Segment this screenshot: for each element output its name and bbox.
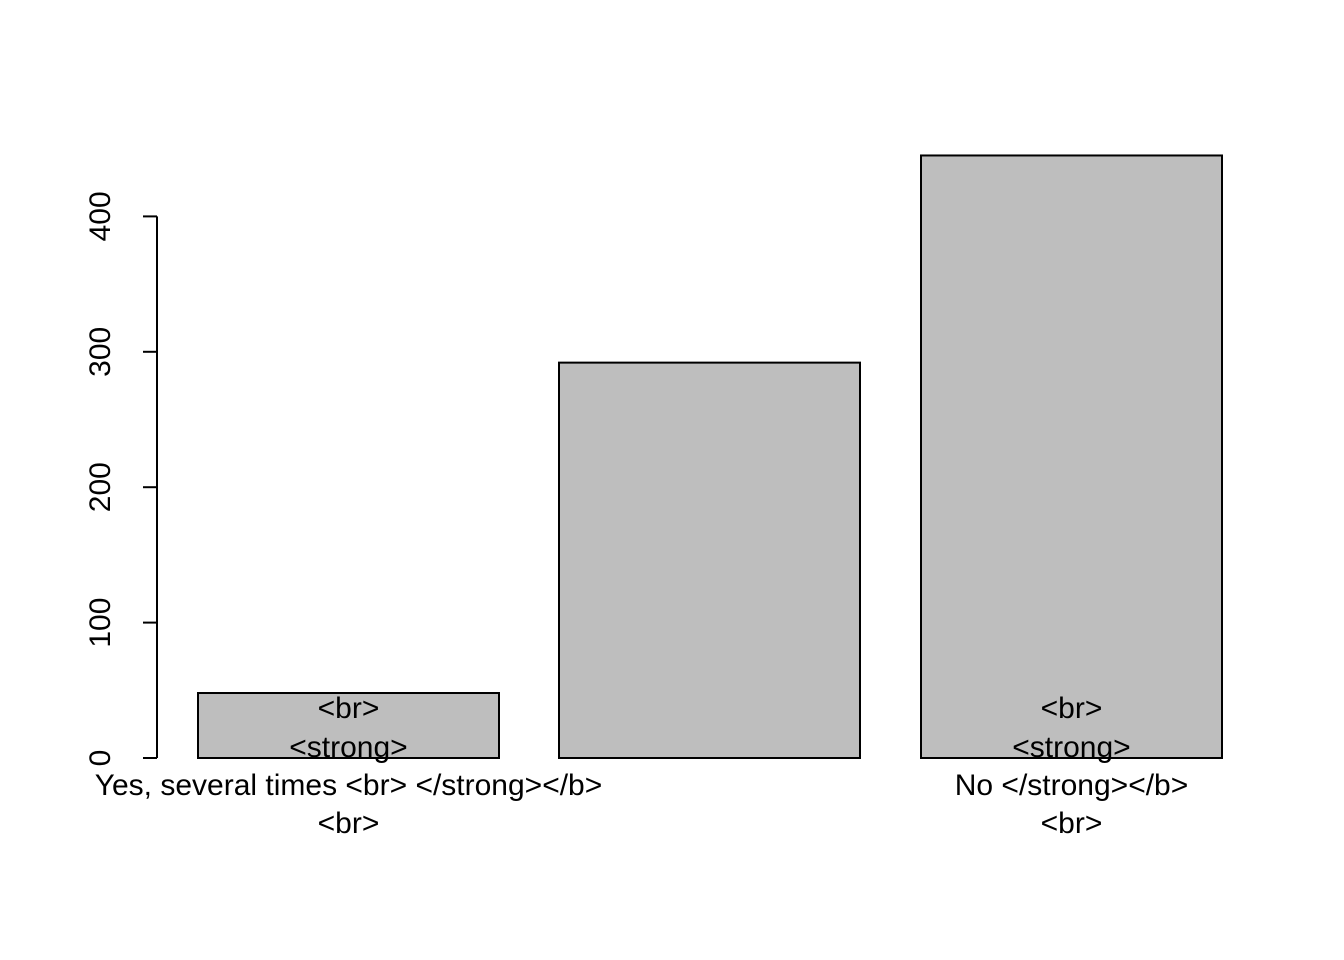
category-label-line: Yes, several times <br> </strong></b>	[95, 769, 603, 802]
y-tick-label: 200	[84, 462, 117, 512]
bars	[197, 154, 1223, 760]
category-labels: <br> <strong> Yes, several times <br> </st…	[95, 692, 1189, 840]
bar-3	[920, 154, 1223, 760]
category-label-line: <strong>	[1012, 731, 1130, 764]
category-label-line: <br>	[318, 692, 380, 725]
category-label-line: <br>	[318, 807, 380, 840]
y-tick-label: 0	[84, 750, 117, 767]
bar-1	[197, 692, 500, 759]
category-label-line: <br>	[1041, 692, 1103, 725]
y-tick-label: 300	[84, 327, 117, 377]
category-label-line: <strong>	[289, 731, 407, 764]
y-axis: 0 100 200 300 400	[84, 191, 158, 767]
category-label-line: No </strong></b>	[955, 769, 1189, 802]
y-tick-label: 100	[84, 598, 117, 648]
category-label-line: <br>	[1041, 807, 1103, 840]
bar-2	[558, 361, 861, 759]
y-tick-label: 400	[84, 191, 117, 241]
